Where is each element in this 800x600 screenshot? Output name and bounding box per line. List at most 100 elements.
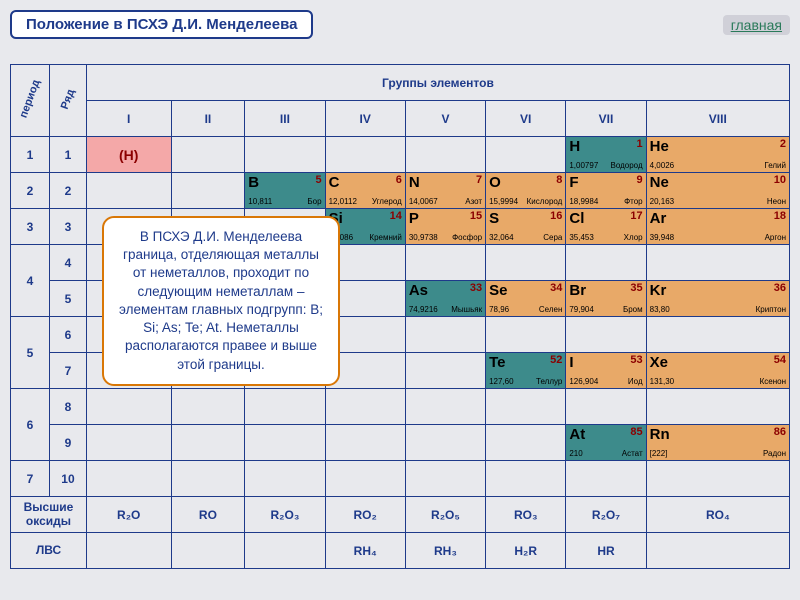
- element-cell: [646, 317, 789, 353]
- oxide-cell: RO₄: [646, 497, 789, 533]
- group-col-I: I: [86, 101, 171, 137]
- element-cell: [486, 461, 566, 497]
- row-num-cell: 8: [50, 389, 87, 425]
- oxide-cell: R₂O₃: [245, 497, 325, 533]
- group-col-VIII: VIII: [646, 101, 789, 137]
- element-cell: [405, 245, 485, 281]
- group-col-VII: VII: [566, 101, 646, 137]
- element-cell: [646, 389, 789, 425]
- main-link[interactable]: главная: [723, 15, 790, 35]
- hydride-cell: HR: [566, 533, 646, 569]
- oxide-cell: RO: [171, 497, 245, 533]
- element-H: H11,00797Водород: [567, 138, 644, 171]
- element-Ne: Ne1020,163Неон: [648, 174, 788, 207]
- element-cell: [325, 389, 405, 425]
- page-title: Положение в ПСХЭ Д.И. Менделеева: [10, 10, 313, 39]
- element-cell: [566, 317, 646, 353]
- element-Ar: Ar1839,948Аргон: [648, 210, 788, 243]
- period-cell: 2: [11, 173, 50, 209]
- row-num-cell: 10: [50, 461, 87, 497]
- element-cell: H11,00797Водород: [566, 137, 646, 173]
- row-num-cell: 1: [50, 137, 87, 173]
- element-cell: [566, 245, 646, 281]
- element-cell: I53126,904Иод: [566, 353, 646, 389]
- hydride-cell: [171, 533, 245, 569]
- element-cell: Br3579,904Бром: [566, 281, 646, 317]
- element-cell: Xe54131,30Ксенон: [646, 353, 789, 389]
- element-cell: Rn86[222]Радон: [646, 425, 789, 461]
- element-Rn: Rn86[222]Радон: [648, 426, 788, 459]
- element-He: He24,0026Гелий: [648, 138, 788, 171]
- group-col-III: III: [245, 101, 325, 137]
- element-cell: S1632,064Сера: [486, 209, 566, 245]
- element-cell: [486, 425, 566, 461]
- group-col-V: V: [405, 101, 485, 137]
- element-cell: [405, 389, 485, 425]
- element-cell: C612,0112Углерод: [325, 173, 405, 209]
- groups-header: Группы элементов: [86, 65, 789, 101]
- element-B: B510,811Бор: [246, 174, 323, 207]
- element-cell: [86, 173, 171, 209]
- header: Положение в ПСХЭ Д.И. Менделеева главная: [10, 10, 790, 39]
- element-cell: [405, 353, 485, 389]
- oxide-cell: RO₃: [486, 497, 566, 533]
- row-num-cell: 3: [50, 209, 87, 245]
- hydride-cell: [86, 533, 171, 569]
- element-cell: [171, 461, 245, 497]
- element-O: O815,9994Кислород: [487, 174, 564, 207]
- element-Kr: Kr3683,80Криптон: [648, 282, 788, 315]
- element-cell: [486, 317, 566, 353]
- group-col-II: II: [171, 101, 245, 137]
- element-cell: [245, 461, 325, 497]
- element-Se: Se3478,96Селен: [487, 282, 564, 315]
- element-cell: [405, 425, 485, 461]
- oxide-cell: R₂O: [86, 497, 171, 533]
- element-cell: [86, 389, 171, 425]
- oxide-cell: RO₂: [325, 497, 405, 533]
- row-num-cell: 9: [50, 425, 87, 461]
- element-Cl: Cl1735,453Хлор: [567, 210, 644, 243]
- table-wrap: период Ряд Группы элементов IIIIIIIVVVIV…: [10, 64, 790, 569]
- period-label: период: [11, 65, 50, 137]
- element-I: I53126,904Иод: [567, 354, 644, 387]
- element-cell: [486, 389, 566, 425]
- element-cell: [245, 389, 325, 425]
- hydrides-label: ЛВС: [11, 533, 87, 569]
- element-S: S1632,064Сера: [487, 210, 564, 243]
- hydride-cell: RH₃: [405, 533, 485, 569]
- element-Xe: Xe54131,30Ксенон: [648, 354, 788, 387]
- element-cell: [566, 389, 646, 425]
- element-cell: F918,9984Фтор: [566, 173, 646, 209]
- period-cell: 5: [11, 317, 50, 389]
- element-cell: [86, 461, 171, 497]
- hydride-cell: [245, 533, 325, 569]
- element-cell: [245, 425, 325, 461]
- element-cell: Kr3683,80Криптон: [646, 281, 789, 317]
- element-cell: (H): [86, 137, 171, 173]
- element-cell: As3374,9216Мышьяк: [405, 281, 485, 317]
- element-cell: Cl1735,453Хлор: [566, 209, 646, 245]
- element-cell: [325, 137, 405, 173]
- element-As: As3374,9216Мышьяк: [407, 282, 484, 315]
- element-cell: [86, 425, 171, 461]
- period-cell: 1: [11, 137, 50, 173]
- element-cell: Te52127,60Теллур: [486, 353, 566, 389]
- element-cell: [646, 461, 789, 497]
- element-cell: [171, 389, 245, 425]
- element-Br: Br3579,904Бром: [567, 282, 644, 315]
- element-cell: Se3478,96Селен: [486, 281, 566, 317]
- period-cell: 7: [11, 461, 50, 497]
- period-cell: 4: [11, 245, 50, 317]
- element-cell: [325, 425, 405, 461]
- element-cell: [325, 461, 405, 497]
- element-C: C612,0112Углерод: [327, 174, 404, 207]
- element-cell: Ar1839,948Аргон: [646, 209, 789, 245]
- element-cell: P1530,9738Фосфор: [405, 209, 485, 245]
- element-P: P1530,9738Фосфор: [407, 210, 484, 243]
- element-cell: [245, 137, 325, 173]
- group-col-IV: IV: [325, 101, 405, 137]
- period-cell: 3: [11, 209, 50, 245]
- element-At: At85210Астат: [567, 426, 644, 459]
- row-num-cell: 4: [50, 245, 87, 281]
- element-cell: [486, 137, 566, 173]
